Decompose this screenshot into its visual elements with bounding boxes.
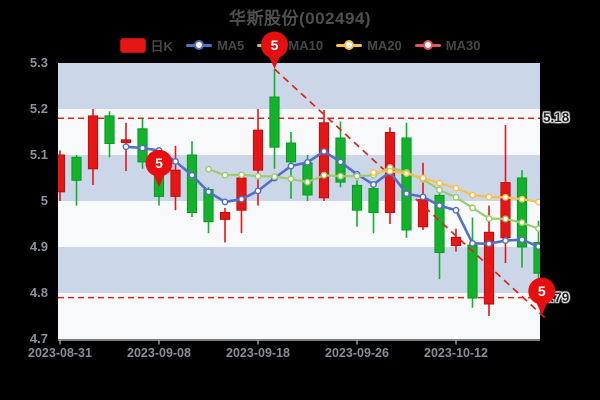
ma-ring-icon (193, 40, 204, 50)
y-axis-label: 4.9 (29, 239, 48, 254)
y-axis: 5.3 5.2 5.1 5 4.9 4.8 4.7 (0, 0, 50, 400)
ma-ring-icon (422, 40, 433, 50)
legend-item-ma30[interactable]: MA30 (414, 37, 481, 53)
candlestick-legend-icon (119, 37, 146, 53)
legend-item-k[interactable]: 日K (119, 36, 173, 55)
legend-label: MA30 (445, 37, 481, 53)
ma-line-legend-icon (185, 40, 212, 50)
x-axis-label: 2023-10-12 (424, 346, 488, 360)
ma-line-legend-icon (336, 40, 363, 50)
y-axis-label: 5.2 (29, 101, 48, 116)
chart-title: 华斯股份(002494) (228, 9, 372, 28)
y-axis-label: 5 (40, 193, 48, 208)
ma-ring-icon (344, 40, 355, 50)
legend-label: MA10 (288, 37, 324, 53)
ma-line-legend-icon (414, 40, 441, 50)
y-axis-label: 5.3 (29, 55, 48, 70)
ref-line-label-low: 4.79 (543, 289, 570, 305)
legend-item-ma20[interactable]: MA20 (336, 38, 402, 53)
legend-item-ma5[interactable]: MA5 (185, 37, 245, 53)
y-axis-label: 5.1 (29, 147, 48, 162)
x-axis-label: 2023-09-18 (226, 346, 290, 360)
legend-label: MA20 (367, 37, 402, 53)
x-axis-label: 2023-08-31 (28, 346, 92, 360)
y-axis-label: 4.7 (29, 331, 48, 346)
legend-label: 日K (150, 38, 173, 54)
y-axis-label: 4.8 (29, 285, 48, 300)
legend-label: MA5 (216, 37, 245, 53)
x-axis-label: 2023-09-26 (325, 346, 389, 360)
ref-line-label-high: 5.18 (543, 110, 570, 126)
x-axis-label: 2023-09-08 (127, 346, 191, 360)
